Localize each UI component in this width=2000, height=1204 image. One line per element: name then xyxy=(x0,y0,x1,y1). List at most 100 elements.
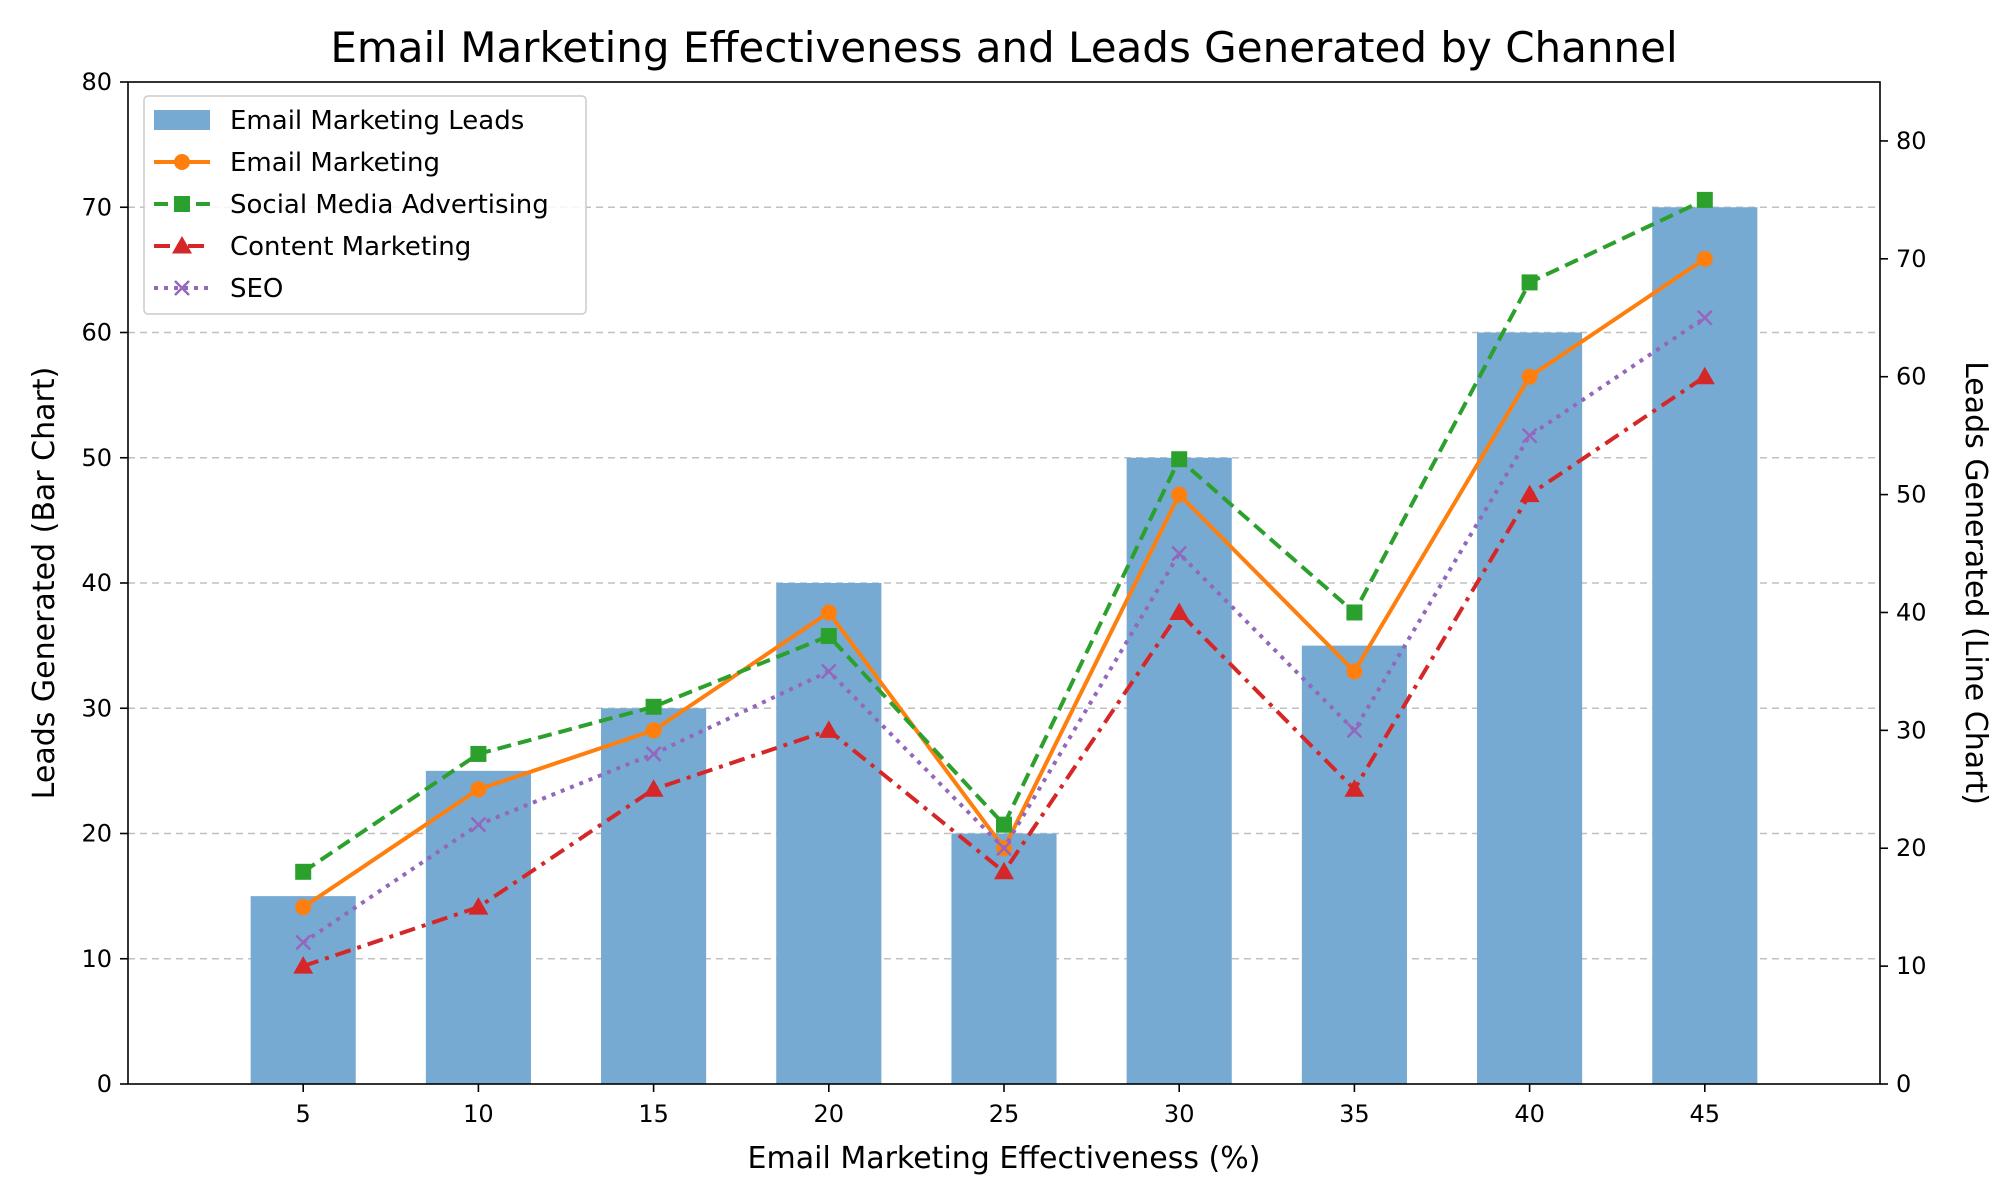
point-3-30 xyxy=(1171,545,1188,562)
point-2-25 xyxy=(994,861,1014,880)
x-tick-label-8: 45 xyxy=(1690,1100,1721,1128)
point-2-10 xyxy=(468,897,489,915)
legend-marker-2 xyxy=(174,196,190,212)
series-seo xyxy=(295,309,1713,951)
bar-5 xyxy=(250,896,356,1084)
lines-layer xyxy=(293,191,1715,974)
point-2-40 xyxy=(1519,484,1540,503)
y-right-tick-label-0: 0 xyxy=(1896,1070,1911,1098)
point-1-10 xyxy=(470,745,487,762)
point-2-45 xyxy=(1694,366,1715,385)
point-0-20 xyxy=(820,604,837,621)
y-left-tick-label-2: 20 xyxy=(81,820,112,848)
point-3-20 xyxy=(820,663,837,680)
y-left-tick-label-3: 30 xyxy=(81,694,112,722)
point-1-25 xyxy=(996,816,1012,833)
x-tick-label-0: 5 xyxy=(296,1100,311,1128)
y-left-tick-label-5: 50 xyxy=(81,444,112,472)
y-right-tick-label-3: 30 xyxy=(1896,716,1927,744)
legend-entry-4: SEO xyxy=(154,274,283,304)
legend-swatch-0 xyxy=(154,110,210,130)
point-2-5 xyxy=(293,956,314,974)
point-2-15 xyxy=(643,779,664,797)
legend-label-4: SEO xyxy=(230,274,283,304)
y-left-tick-label-7: 70 xyxy=(81,193,112,221)
legend-marker-3 xyxy=(172,236,192,254)
y-left-tick-label-1: 10 xyxy=(81,945,112,973)
y-left-tick-label-4: 40 xyxy=(81,569,112,597)
chart-title: Email Marketing Effectiveness and Leads … xyxy=(330,23,1677,72)
point-0-15 xyxy=(645,722,662,739)
legend-label-3: Content Marketing xyxy=(230,232,471,262)
point-0-40 xyxy=(1521,368,1538,385)
y-right-tick-label-5: 50 xyxy=(1896,481,1927,509)
legend-label-1: Email Marketing xyxy=(230,148,440,178)
point-0-5 xyxy=(295,899,312,916)
point-2-20 xyxy=(818,720,839,738)
bar-15 xyxy=(601,708,707,1084)
series-social-media-advertising xyxy=(295,191,1713,880)
y-right-tick-label-1: 10 xyxy=(1896,952,1927,980)
point-1-30 xyxy=(1171,451,1188,468)
x-tick-label-5: 30 xyxy=(1164,1100,1195,1128)
legend: Email Marketing Leads Email Marketing Soci… xyxy=(143,95,587,315)
legend-entry-1: Email Marketing xyxy=(154,148,440,178)
point-3-10 xyxy=(470,816,487,833)
legend-entry-3: Content Marketing xyxy=(154,232,471,262)
point-1-40 xyxy=(1521,274,1538,291)
x-tick-label-6: 35 xyxy=(1339,1100,1370,1128)
x-tick-label-1: 10 xyxy=(463,1100,494,1128)
x-tick-label-4: 25 xyxy=(989,1100,1020,1128)
legend-label-0: Email Marketing Leads xyxy=(230,106,524,136)
y-right-tick-label-8: 80 xyxy=(1896,127,1927,155)
x-tick-label-2: 15 xyxy=(638,1100,669,1128)
legend-box xyxy=(143,95,587,315)
point-3-5 xyxy=(295,934,312,951)
bar-20 xyxy=(776,583,882,1084)
x-tick-label-7: 40 xyxy=(1514,1100,1545,1128)
legend-entry-2: Social Media Advertising xyxy=(154,190,549,220)
point-3-35 xyxy=(1346,722,1363,739)
y-right-tick-label-7: 70 xyxy=(1896,245,1927,273)
point-0-30 xyxy=(1171,486,1188,503)
x-tick-label-3: 20 xyxy=(814,1100,845,1128)
y-axis-title-right: Leads Generated (Line Chart) xyxy=(1958,361,1993,805)
point-2-35 xyxy=(1344,779,1365,797)
y-right-tick-label-4: 40 xyxy=(1896,598,1927,626)
point-3-25 xyxy=(996,840,1012,857)
point-3-45 xyxy=(1696,309,1713,326)
y-axis-title-left: Leads Generated (Bar Chart) xyxy=(27,367,62,800)
point-1-5 xyxy=(295,863,312,880)
point-0-45 xyxy=(1696,250,1713,267)
point-3-15 xyxy=(645,746,662,762)
y-right-tick-label-6: 60 xyxy=(1896,363,1927,391)
point-0-35 xyxy=(1346,663,1363,680)
point-3-40 xyxy=(1521,427,1538,444)
point-1-35 xyxy=(1346,604,1363,621)
y-right-tick-label-2: 20 xyxy=(1896,834,1927,862)
legend-label-2: Social Media Advertising xyxy=(230,190,549,220)
bar-35 xyxy=(1301,645,1407,1084)
series-content-marketing xyxy=(293,366,1715,974)
point-1-15 xyxy=(645,698,662,715)
y-left-tick-label-0: 0 xyxy=(97,1070,112,1098)
point-2-30 xyxy=(1169,602,1190,620)
point-0-10 xyxy=(470,781,487,798)
bar-40 xyxy=(1477,332,1583,1084)
legend-marker-4 xyxy=(174,280,190,296)
bar-45 xyxy=(1652,207,1758,1084)
legend-entry-0: Email Marketing Leads xyxy=(154,106,524,136)
point-1-20 xyxy=(820,628,837,645)
y-left-tick-label-8: 80 xyxy=(81,68,112,96)
y-left-tick-label-6: 60 xyxy=(81,319,112,347)
bar-10 xyxy=(425,770,531,1084)
ticks-layer: 5 10 15 20 25 30 35 40 45 0 10 20 30 40 50 60 70 80 0 10 20 3… xyxy=(81,68,1926,1128)
x-axis-title: Email Marketing Effectiveness (%) xyxy=(748,1141,1261,1176)
bars-layer xyxy=(250,207,1758,1084)
bar-30 xyxy=(1126,457,1232,1084)
series-line-1 xyxy=(302,198,1706,874)
legend-marker-1 xyxy=(174,154,190,170)
point-1-45 xyxy=(1696,191,1713,208)
